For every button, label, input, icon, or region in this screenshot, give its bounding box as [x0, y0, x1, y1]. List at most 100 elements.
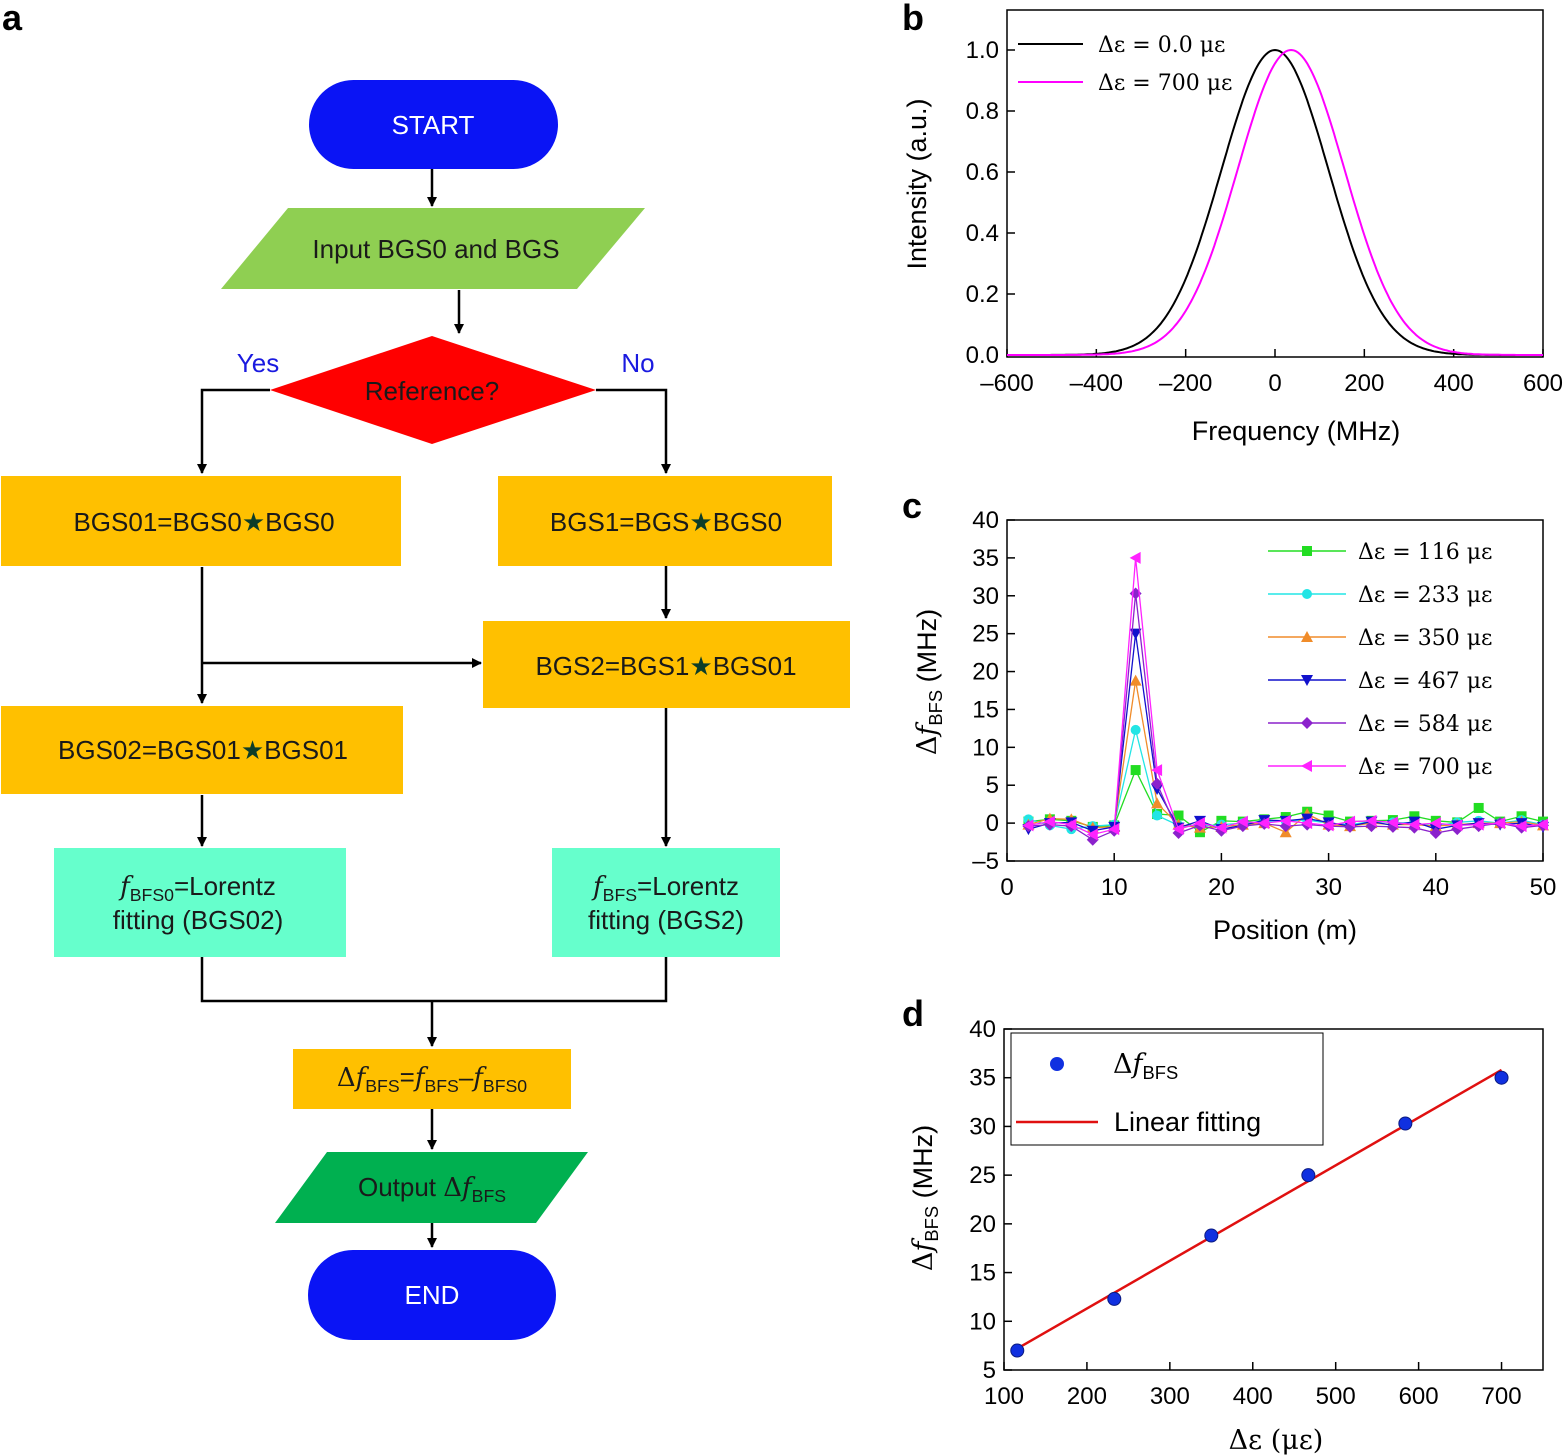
chart-c-point — [1193, 817, 1205, 830]
legend-marker-points — [1050, 1057, 1064, 1071]
legend-marker-c-3 — [1301, 675, 1313, 686]
fit-reference-shape — [54, 848, 346, 957]
chart-b-ytick-label: 0.2 — [966, 281, 999, 308]
chart-c-point — [1472, 818, 1484, 831]
chart-d-ytick-label: 20 — [969, 1211, 996, 1238]
legend-text-c-5: Δε = 700 με — [1358, 755, 1492, 780]
chart-b-xlabel: Frequency (MHz) — [1192, 416, 1401, 446]
chart-c-point — [1236, 815, 1248, 828]
chart-d-ytick-label: 25 — [969, 1162, 996, 1189]
chart-c-point — [1129, 551, 1141, 564]
chart-c-point — [1429, 817, 1441, 830]
chart-d: d 100 200 300 400 500 600 700 5 10 15 20 25 30 35 40 Δ… — [902, 993, 1544, 1455]
chart-d-ytick-label: 40 — [969, 1016, 996, 1043]
decision-node: Reference? Yes No — [237, 336, 655, 444]
legend-text-c-2: Δε = 350 με — [1358, 626, 1492, 651]
chart-b-xtick-label: 400 — [1434, 370, 1474, 397]
no-label: No — [621, 348, 654, 378]
chart-c-point — [1043, 815, 1055, 828]
panel-label-c: c — [902, 485, 922, 526]
bgs1-process: BGS1=BGS★BGS0 — [498, 476, 832, 566]
chart-b-xtick-label: –600 — [980, 370, 1033, 397]
delta-process: ΔfBFS=fBFS–fBFS0 — [293, 1049, 571, 1109]
legend-text-c-1: Δε = 233 με — [1358, 583, 1492, 608]
chart-d-xtick-label: 600 — [1399, 1383, 1439, 1410]
input-shape — [221, 208, 645, 289]
chart-c-point — [1279, 814, 1291, 827]
chart-d-ytick-label: 15 — [969, 1260, 996, 1287]
bgs2-shape — [483, 621, 850, 708]
legend-text-c-4: Δε = 584 με — [1358, 712, 1492, 737]
chart-d-ytick-label: 35 — [969, 1065, 996, 1092]
chart-c-point — [1323, 810, 1334, 821]
chart-b-curves — [1007, 48, 1543, 356]
legend-marker-c-1 — [1302, 589, 1312, 599]
end-terminal: END — [308, 1250, 556, 1340]
chart-c-point — [1473, 802, 1484, 813]
chart-c-point — [1130, 765, 1141, 776]
output-label: Output ΔfBFS — [358, 1172, 506, 1206]
bgs02-process: BGS02=BGS01★BGS01 — [1, 706, 403, 794]
chart-c-point — [1065, 818, 1077, 831]
panel-label-d: d — [902, 993, 924, 1034]
start-terminal: START — [309, 80, 558, 169]
fit-reference-process: fBFS0=Lorentz fitting (BGS02) — [54, 848, 346, 957]
legend-text-c-0: Δε = 116 με — [1358, 540, 1492, 565]
chart-c-xtick-label: 10 — [1101, 874, 1128, 901]
chart-c-point — [1409, 811, 1420, 822]
chart-d-ylabel: ΔfBFS (MHz) — [908, 1125, 942, 1271]
end-shape — [308, 1250, 556, 1340]
decision-label: Reference? — [365, 376, 499, 406]
chart-c-xtick-label: 0 — [1000, 874, 1013, 901]
chart-b: b –600 –400 –200 0 200 400 600 0.0 0.2 0.4 0.6 0.8 1… — [902, 0, 1563, 446]
panel-label-a: a — [2, 0, 23, 38]
legend-marker-c-2 — [1301, 631, 1313, 642]
chart-c-point — [1451, 819, 1463, 832]
chart-c-ytick-label: 10 — [972, 734, 999, 761]
chart-d-xtick-label: 700 — [1482, 1383, 1522, 1410]
chart-d-fit-line — [1016, 1068, 1503, 1350]
chart-b-ytick-label: 1.0 — [966, 37, 999, 64]
input-label: Input BGS0 and BGS — [312, 234, 559, 264]
bgs02-label: BGS02=BGS01★BGS01 — [58, 735, 348, 765]
chart-d-point — [1010, 1343, 1025, 1358]
chart-c-point — [1215, 821, 1227, 834]
chart-d-xtick-label: 500 — [1316, 1383, 1356, 1410]
legend-marker-c-5 — [1301, 760, 1312, 772]
chart-c-point — [1152, 810, 1163, 821]
chart-c-ytick-label: 0 — [986, 810, 999, 837]
merge-connector — [200, 957, 668, 1003]
bgs2-label: BGS2=BGS1★BGS01 — [535, 651, 796, 681]
chart-c-xtick-label: 40 — [1422, 874, 1449, 901]
chart-d-frame — [1003, 1028, 1544, 1371]
bgs1-shape — [498, 476, 832, 566]
chart-c-ylabel: ΔfBFS (MHz) — [912, 609, 946, 755]
chart-c-xlabel: Position (m) — [1213, 915, 1357, 945]
legend-marker-c-4 — [1301, 717, 1313, 729]
chart-d-xtick-label: 100 — [984, 1383, 1024, 1410]
chart-c-point — [1429, 826, 1442, 839]
chart-b-legend: Δε = 0.0 με Δε = 700 με — [1018, 33, 1232, 96]
chart-c-point — [1386, 816, 1398, 829]
legend-text-b-0: Δε = 0.0 με — [1098, 33, 1225, 58]
chart-d-legend: ΔfBFS Linear fitting — [1010, 1032, 1324, 1146]
fit-measure-line2: fitting (BGS2) — [588, 905, 744, 935]
decision-shape — [270, 336, 596, 444]
bgs02-shape — [1, 706, 403, 794]
fit-reference-line2: fitting (BGS02) — [113, 905, 284, 935]
chart-c-point — [1108, 823, 1120, 836]
chart-c-xtick-label: 50 — [1530, 874, 1557, 901]
chart-c-point — [1344, 815, 1356, 828]
chart-b-ylabel: Intensity (a.u.) — [902, 98, 932, 269]
chart-c-ytick-label: 30 — [972, 583, 999, 610]
start-label: START — [392, 110, 475, 140]
panel-label-b: b — [902, 0, 924, 38]
legend-text-c-3: Δε = 467 με — [1358, 669, 1492, 694]
chart-d-xtick-label: 300 — [1150, 1383, 1190, 1410]
yes-label: Yes — [237, 348, 279, 378]
chart-b-xtick-label: 200 — [1344, 370, 1384, 397]
chart-c-ytick-label: 5 — [986, 772, 999, 799]
chart-c-point — [1086, 825, 1099, 837]
chart-c-ytick-label: 35 — [972, 545, 999, 572]
